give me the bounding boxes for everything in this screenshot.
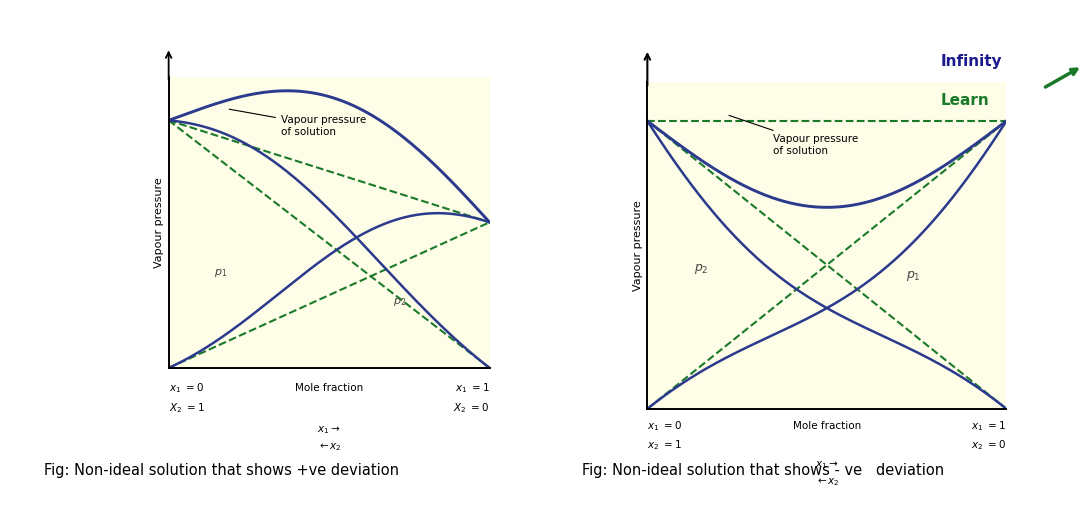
Text: Mole fraction: Mole fraction	[793, 421, 861, 431]
Text: $X_2\ =0$: $X_2\ =0$	[454, 401, 490, 415]
Text: $x_1\ =1$: $x_1\ =1$	[972, 419, 1006, 433]
Text: Vapour pressure
of solution: Vapour pressure of solution	[230, 109, 367, 137]
Text: $p_2$: $p_2$	[694, 263, 708, 276]
Y-axis label: Vapour pressure: Vapour pressure	[154, 177, 164, 268]
Text: Mole fraction: Mole fraction	[295, 383, 363, 393]
Text: $x_1\ =1$: $x_1\ =1$	[455, 381, 490, 394]
Text: $\leftarrow x_2$: $\leftarrow x_2$	[815, 476, 839, 488]
Text: Infinity: Infinity	[941, 54, 1003, 69]
Text: $x_1\ =0$: $x_1\ =0$	[647, 419, 682, 433]
Text: Fig: Non-ideal solution that shows - ve   deviation: Fig: Non-ideal solution that shows - ve …	[582, 463, 944, 478]
Text: $x_1\rightarrow$: $x_1\rightarrow$	[318, 424, 341, 435]
Text: $x_2\ =0$: $x_2\ =0$	[972, 438, 1006, 452]
Text: $\leftarrow x_2$: $\leftarrow x_2$	[317, 442, 342, 453]
Text: Fig: Non-ideal solution that shows +ve deviation: Fig: Non-ideal solution that shows +ve d…	[44, 463, 398, 478]
Text: $p_1$: $p_1$	[906, 269, 920, 283]
Text: Learn: Learn	[941, 94, 990, 108]
Y-axis label: Vapour pressure: Vapour pressure	[633, 200, 643, 291]
Text: $p_1$: $p_1$	[213, 267, 227, 278]
Text: $x_2\ =1$: $x_2\ =1$	[647, 438, 682, 452]
Text: Vapour pressure
of solution: Vapour pressure of solution	[729, 115, 858, 156]
Text: $p_2$: $p_2$	[393, 296, 407, 308]
Text: $x_1\ =0$: $x_1\ =0$	[169, 381, 203, 394]
Text: $X_2\ =1$: $X_2\ =1$	[169, 401, 205, 415]
Text: $x_1\rightarrow$: $x_1\rightarrow$	[815, 459, 839, 471]
